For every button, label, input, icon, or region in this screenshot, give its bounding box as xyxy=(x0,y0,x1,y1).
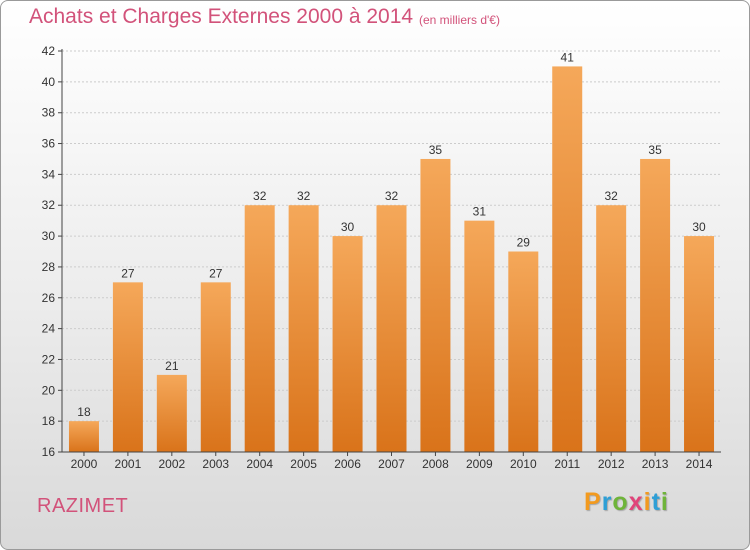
x-tick-label: 2007 xyxy=(378,457,405,471)
data-label: 32 xyxy=(253,189,267,203)
logo-letter: i xyxy=(643,488,652,516)
logo-letter: r xyxy=(601,488,613,516)
bar-2009 xyxy=(464,220,495,452)
data-label: 29 xyxy=(517,236,531,250)
logo-letter: x xyxy=(628,488,644,516)
x-tick-label: 2011 xyxy=(554,457,580,471)
bar-2013 xyxy=(640,158,671,452)
x-tick-label: 2003 xyxy=(202,457,229,471)
x-tick-label: 2002 xyxy=(158,457,185,471)
x-tick-label: 2001 xyxy=(115,457,142,471)
y-tick-label: 34 xyxy=(42,167,56,181)
bar-2003 xyxy=(200,282,231,452)
y-tick-label: 38 xyxy=(42,106,56,120)
x-tick-label: 2012 xyxy=(598,457,625,471)
x-tick-label: 2008 xyxy=(422,457,449,471)
logo-letter: P xyxy=(584,488,602,516)
bar-2000 xyxy=(68,421,99,452)
x-tick-label: 2000 xyxy=(71,457,98,471)
data-label: 32 xyxy=(385,189,399,203)
bar-2007 xyxy=(376,205,407,452)
y-tick-label: 28 xyxy=(42,260,56,274)
labels: 16 18 20 22 24 26 28 30 32 34 36 38 40 42 18 2000 27 2001… xyxy=(42,44,713,471)
place-name: RAZIMET xyxy=(37,495,129,517)
data-label: 27 xyxy=(121,266,135,280)
x-tick-label: 2014 xyxy=(686,457,713,471)
proxiti-logo: Proxiti xyxy=(584,488,669,517)
data-label: 35 xyxy=(429,143,443,157)
chart-subtitle: (en milliers d'€) xyxy=(419,13,500,27)
bar-2011 xyxy=(552,66,583,452)
bar-2008 xyxy=(420,158,451,452)
y-tick-label: 16 xyxy=(42,445,56,459)
data-label: 41 xyxy=(561,50,575,64)
bar-2010 xyxy=(508,251,539,452)
y-tick-label: 18 xyxy=(42,414,56,428)
y-tick-label: 42 xyxy=(42,44,56,58)
bars xyxy=(68,66,715,452)
data-label: 35 xyxy=(648,143,662,157)
data-label: 32 xyxy=(604,189,618,203)
x-tick-label: 2004 xyxy=(246,457,273,471)
y-tick-label: 32 xyxy=(42,198,56,212)
y-tick-label: 30 xyxy=(42,229,56,243)
y-tick-label: 24 xyxy=(42,322,56,336)
bar-2005 xyxy=(288,205,319,452)
logo-letter: t xyxy=(651,488,661,516)
data-label: 31 xyxy=(473,205,487,219)
bar-2001 xyxy=(112,282,143,452)
x-tick-label: 2006 xyxy=(334,457,361,471)
x-tick-label: 2013 xyxy=(642,457,669,471)
x-tick-label: 2005 xyxy=(290,457,317,471)
data-label: 32 xyxy=(297,189,311,203)
y-tick-label: 22 xyxy=(42,352,56,366)
y-tick-label: 36 xyxy=(42,137,56,151)
bar-2004 xyxy=(244,205,275,452)
x-tick-label: 2009 xyxy=(466,457,493,471)
x-tick-label: 2010 xyxy=(510,457,537,471)
data-label: 18 xyxy=(77,405,91,419)
bar-2012 xyxy=(596,205,627,452)
data-label: 27 xyxy=(209,266,223,280)
chart-title: Achats et Charges Externes 2000 à 2014 xyxy=(29,5,414,28)
y-tick-label: 20 xyxy=(42,383,56,397)
bar-2006 xyxy=(332,236,363,452)
logo-letter: o xyxy=(612,488,629,516)
y-tick-label: 40 xyxy=(42,75,56,89)
axes xyxy=(58,49,721,456)
data-label: 30 xyxy=(692,220,706,234)
bar-2002 xyxy=(156,374,187,452)
logo-letter: i xyxy=(660,488,669,516)
y-tick-label: 26 xyxy=(42,291,56,305)
bar-2014 xyxy=(684,236,715,452)
data-label: 30 xyxy=(341,220,355,234)
data-label: 21 xyxy=(165,359,179,373)
